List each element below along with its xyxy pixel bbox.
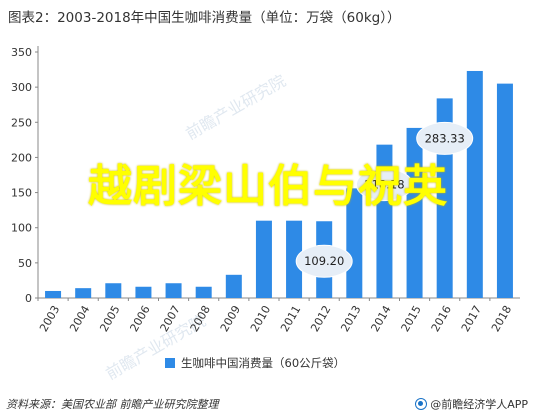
legend-swatch [165,358,175,368]
x-tick-label: 2003 [37,303,62,334]
bar [225,274,242,298]
data-label: 109.20 [304,254,344,268]
watermark-text: 前瞻产业研究院 [183,71,290,143]
x-tick-label: 2004 [67,303,92,334]
x-tick-label: 2011 [278,303,303,334]
x-tick-label: 2016 [429,303,454,334]
legend: 生咖啡中国消费量（60公斤袋） [165,355,345,371]
bar [406,127,423,298]
data-label-bubble [355,168,413,202]
bar [45,290,62,298]
brand-logo-icon [415,398,428,410]
y-tick-label: 350 [11,46,32,59]
annotations: 109.20 218.18 283.33 [295,121,474,278]
data-label: 283.33 [425,131,465,145]
y-tick-label: 250 [11,116,32,129]
source-text: 美国农业部 前瞻产业研究院整理 [61,398,219,411]
bar [105,283,122,298]
bar [75,288,92,298]
brand-tag: @前瞻经济学人APP [415,396,528,412]
bar [135,286,152,298]
x-tick-label: 2005 [97,303,122,334]
y-tick-label: 300 [11,81,32,94]
x-tick-label: 2006 [128,303,153,334]
x-tick-label: 2012 [308,303,333,334]
y-tick-label: 200 [11,151,32,164]
y-tick-label: 100 [11,222,32,235]
y-tick-label: 150 [11,187,32,200]
overlay-caption: 越剧梁山伯与祝英 [88,161,448,212]
brand-text: @前瞻经济学人APP [430,398,528,411]
x-tick-label: 2014 [369,303,394,334]
data-label: 218.18 [364,178,404,192]
bar [195,286,212,298]
bar [496,83,513,298]
bar [286,220,303,298]
x-tick-label: 2009 [218,303,243,334]
x-tick-label: 2017 [459,303,484,334]
data-label-bubble [416,121,474,155]
y-tick-label: 50 [18,257,32,270]
bar [255,220,272,298]
x-tick-label: 2015 [399,303,424,334]
bar [466,70,483,298]
chart-title: 图表2：2003-2018年中国生咖啡消费量（单位：万袋（60kg）） [8,10,401,26]
bar [165,283,182,298]
x-tick-label: 2013 [338,303,363,334]
x-tick-label: 2010 [248,303,273,334]
data-label-bubble [295,244,353,278]
y-tick-label: 0 [25,292,32,305]
legend-label: 生咖啡中国消费量（60公斤袋） [181,356,346,370]
bar [346,188,363,298]
x-tick-label: 2018 [489,303,514,334]
source-label: 资料来源： [6,398,61,411]
source-note: 资料来源：美国农业部 前瞻产业研究院整理 [6,396,219,412]
